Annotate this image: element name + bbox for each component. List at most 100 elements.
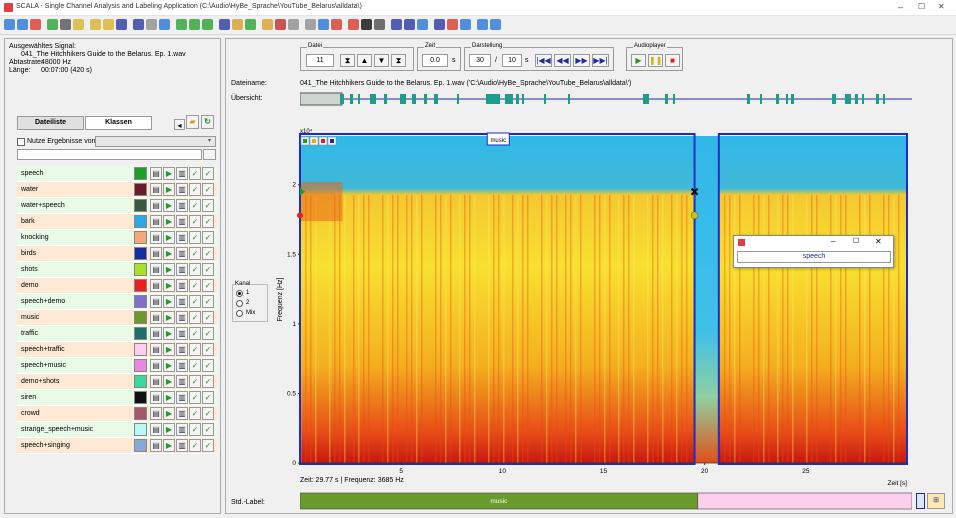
list-icon[interactable]: ▤ [150, 215, 162, 228]
delete-icon[interactable]: ▥ [176, 375, 188, 388]
class-color-swatch[interactable] [134, 407, 147, 420]
list-icon[interactable]: ▤ [150, 375, 162, 388]
check-icon[interactable]: ✓ [189, 279, 201, 292]
play-class-icon[interactable]: ▶ [163, 407, 175, 420]
list-icon[interactable]: ▤ [150, 423, 162, 436]
play-class-icon[interactable]: ▶ [163, 279, 175, 292]
toolbar-icon-1[interactable] [4, 19, 15, 30]
check-icon[interactable]: ✓ [189, 183, 201, 196]
toolbar-icon-17[interactable] [232, 19, 243, 30]
class-color-swatch[interactable] [134, 391, 147, 404]
list-icon[interactable]: ▤ [150, 359, 162, 372]
class-row[interactable]: music ▤ ▶ ▥ ✓ ✓ [17, 310, 217, 326]
list-icon[interactable]: ▤ [150, 311, 162, 324]
toolbar-icon-34[interactable] [477, 19, 488, 30]
delete-icon[interactable]: ▥ [176, 423, 188, 436]
toolbar-icon-22[interactable] [305, 19, 316, 30]
toolbar-icon-21[interactable] [288, 19, 299, 30]
check-icon[interactable]: ✓ [189, 247, 201, 260]
check-icon[interactable]: ✓ [189, 391, 201, 404]
play-class-icon[interactable]: ▶ [163, 343, 175, 356]
delete-icon[interactable]: ▥ [176, 247, 188, 260]
check-icon[interactable]: ✓ [189, 359, 201, 372]
toolbar-icon-33[interactable] [460, 19, 471, 30]
check-all-icon[interactable]: ✓ [202, 279, 214, 292]
rewind-icon[interactable]: ◀◀ [554, 54, 571, 67]
class-color-swatch[interactable] [134, 359, 147, 372]
toolbar-icon-23[interactable] [318, 19, 329, 30]
use-results-select[interactable] [95, 136, 216, 147]
class-filter-input[interactable] [17, 149, 202, 160]
play-class-icon[interactable]: ▶ [163, 183, 175, 196]
play-class-icon[interactable]: ▶ [163, 167, 175, 180]
class-row[interactable]: demo+shots ▤ ▶ ▥ ✓ ✓ [17, 374, 217, 390]
class-color-swatch[interactable] [134, 183, 147, 196]
toolbar-icon-2[interactable] [17, 19, 28, 30]
class-color-swatch[interactable] [134, 247, 147, 260]
class-row[interactable]: birds ▤ ▶ ▥ ✓ ✓ [17, 246, 217, 262]
toolbar-icon-4[interactable] [47, 19, 58, 30]
toolbar-icon-31[interactable] [434, 19, 445, 30]
list-icon[interactable]: ▤ [150, 183, 162, 196]
play-class-icon[interactable]: ▶ [163, 199, 175, 212]
check-icon[interactable]: ✓ [189, 439, 201, 452]
play-class-icon[interactable]: ▶ [163, 263, 175, 276]
toolbar-icon-32[interactable] [447, 19, 458, 30]
play-class-icon[interactable]: ▶ [163, 375, 175, 388]
refresh-icon[interactable]: ↻ [201, 115, 214, 129]
class-row[interactable]: speech ▤ ▶ ▥ ✓ ✓ [17, 166, 217, 182]
toolbar-icon-11[interactable] [146, 19, 157, 30]
play-class-icon[interactable]: ▶ [163, 423, 175, 436]
play-class-icon[interactable]: ▶ [163, 391, 175, 404]
darstellung-step-input[interactable]: 10 [502, 54, 522, 67]
std-label-dropdown[interactable] [916, 493, 925, 509]
check-all-icon[interactable]: ✓ [202, 167, 214, 180]
overview-bar[interactable] [300, 91, 912, 107]
check-icon[interactable]: ✓ [189, 311, 201, 324]
stop-icon[interactable]: ■ [665, 54, 680, 67]
class-color-swatch[interactable] [134, 311, 147, 324]
std-label-grid-icon[interactable]: ⊞ [927, 493, 945, 509]
darstellung-window-input[interactable]: 30 [469, 54, 491, 67]
play-class-icon[interactable]: ▶ [163, 295, 175, 308]
class-row[interactable]: siren ▤ ▶ ▥ ✓ ✓ [17, 390, 217, 406]
kanal-radio-1[interactable] [236, 290, 243, 297]
check-all-icon[interactable]: ✓ [202, 215, 214, 228]
check-icon[interactable]: ✓ [189, 263, 201, 276]
next-file-icon[interactable]: ▼ [374, 54, 389, 67]
list-icon[interactable]: ▤ [150, 407, 162, 420]
toolbar-icon-29[interactable] [404, 19, 415, 30]
close-button[interactable]: ✕ [938, 2, 945, 11]
toolbar-icon-25[interactable] [348, 19, 359, 30]
class-row[interactable]: strange_speech+music ▤ ▶ ▥ ✓ ✓ [17, 422, 217, 438]
class-row[interactable]: speech+music ▤ ▶ ▥ ✓ ✓ [17, 358, 217, 374]
toolbar-icon-10[interactable] [133, 19, 144, 30]
delete-icon[interactable]: ▥ [176, 391, 188, 404]
minimize-button[interactable]: – [898, 2, 904, 12]
check-icon[interactable]: ✓ [189, 167, 201, 180]
toolbar-icon-20[interactable] [275, 19, 286, 30]
last-file-icon[interactable]: ⧗ [391, 54, 406, 67]
check-all-icon[interactable]: ✓ [202, 343, 214, 356]
toolbar-icon-13[interactable] [176, 19, 187, 30]
check-all-icon[interactable]: ✓ [202, 423, 214, 436]
kanal-radio-2[interactable] [236, 300, 243, 307]
play-class-icon[interactable]: ▶ [163, 311, 175, 324]
first-file-icon[interactable]: ⧗ [340, 54, 355, 67]
check-all-icon[interactable]: ✓ [202, 391, 214, 404]
toolbar-icon-9[interactable] [116, 19, 127, 30]
check-all-icon[interactable]: ✓ [202, 247, 214, 260]
toolbar-icon-7[interactable] [90, 19, 101, 30]
delete-icon[interactable]: ▥ [176, 199, 188, 212]
collapse-icon[interactable]: ◂ [174, 119, 185, 130]
delete-icon[interactable]: ▥ [176, 183, 188, 196]
popup-close-button[interactable]: ✕ [875, 237, 882, 246]
list-icon[interactable]: ▤ [150, 247, 162, 260]
check-all-icon[interactable]: ✓ [202, 327, 214, 340]
toolbar-icon-16[interactable] [219, 19, 230, 30]
class-row[interactable]: bark ▤ ▶ ▥ ✓ ✓ [17, 214, 217, 230]
popup-minimize-button[interactable]: – [831, 237, 836, 246]
delete-icon[interactable]: ▥ [176, 407, 188, 420]
play-class-icon[interactable]: ▶ [163, 327, 175, 340]
